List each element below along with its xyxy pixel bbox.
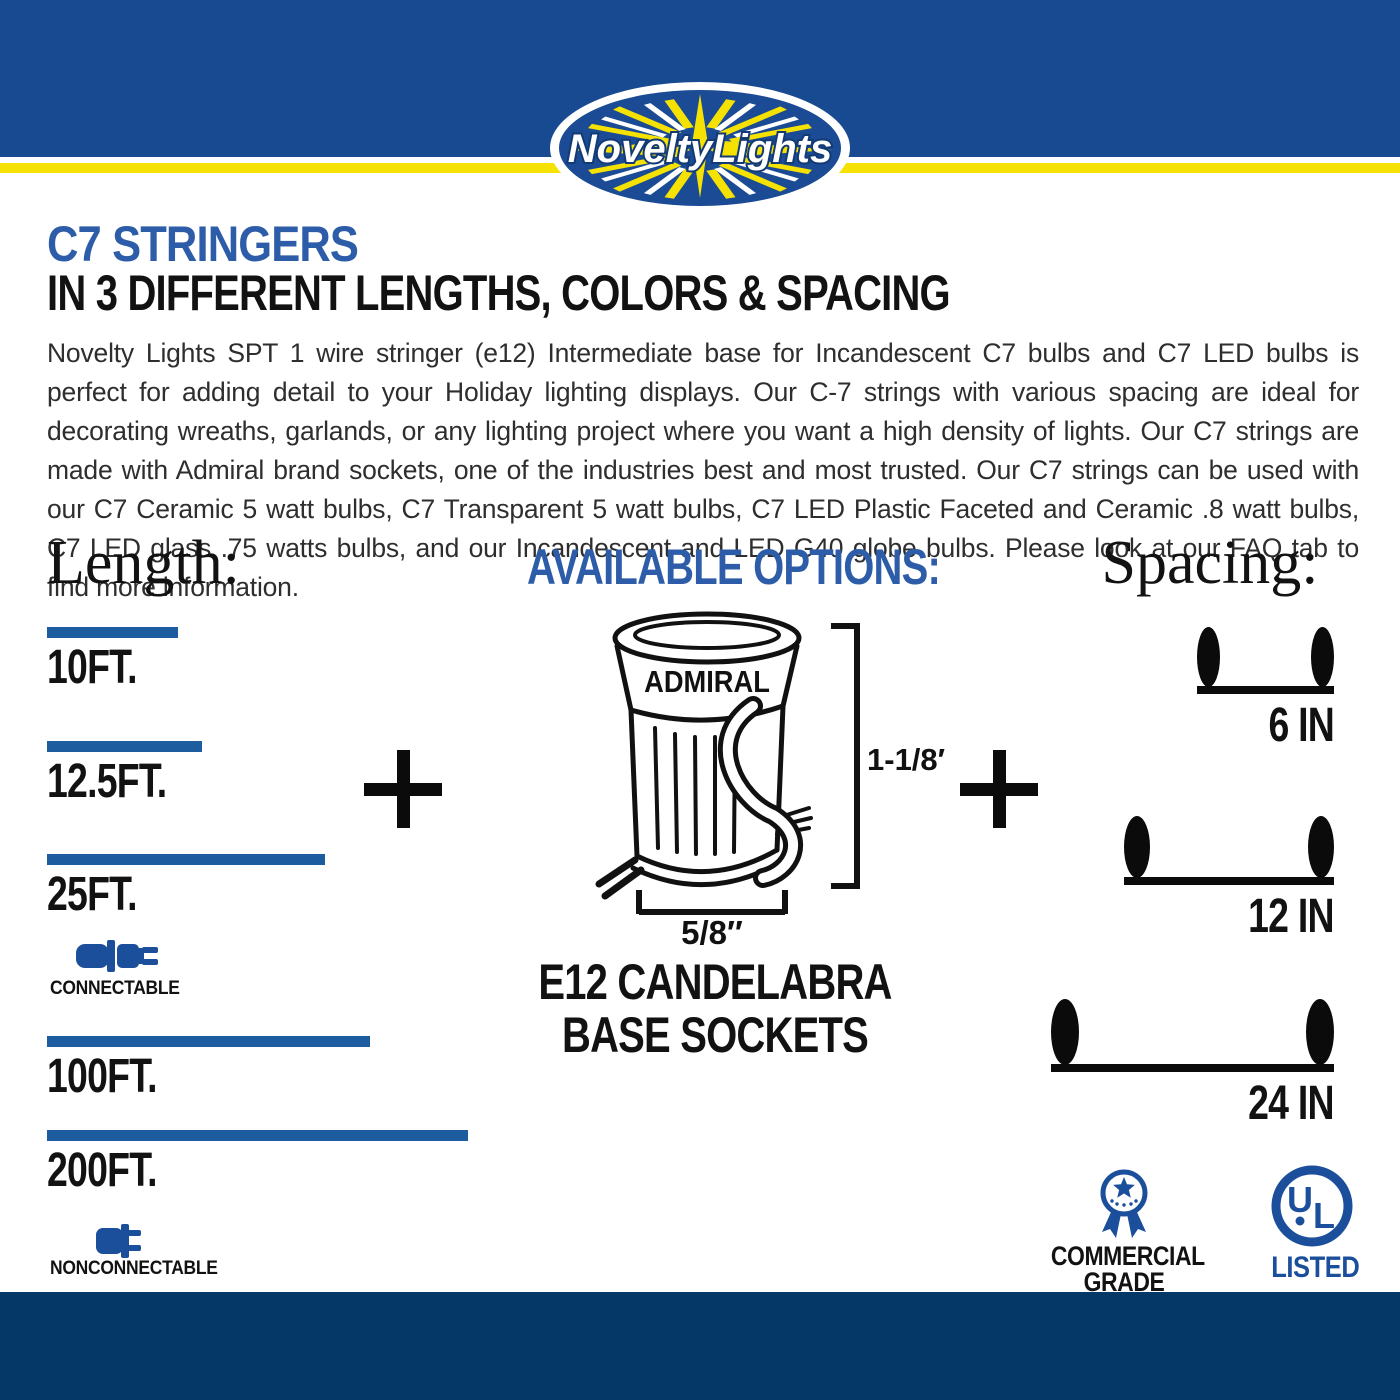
length-item-200ft: 200FT.: [47, 1130, 477, 1200]
commercial-grade-line1: COMMERCIAL: [1050, 1241, 1205, 1271]
ul-letter-l: L: [1313, 1195, 1335, 1236]
wire-line: [1124, 877, 1334, 885]
socket-caption-line1: E12 CANDELABRA: [538, 954, 892, 1010]
ul-letter-u: U: [1287, 1179, 1313, 1220]
bulb-icon: [1197, 627, 1220, 687]
spacing-label: 6 IN: [1268, 699, 1334, 752]
connectable-label: CONNECTABLE: [50, 978, 180, 999]
ul-logo-icon: U L: [1270, 1164, 1354, 1248]
socket-caption-line2: BASE SOCKETS: [561, 1007, 869, 1063]
bulb-icon: [1306, 999, 1334, 1065]
spacing-heading: Spacing:: [1101, 529, 1319, 597]
commercial-grade-medal-icon: [1092, 1166, 1156, 1244]
length-item-12-5ft: 12.5FT.: [47, 741, 477, 811]
ul-listed-label: LISTED: [1271, 1251, 1360, 1284]
logo-brand-text: NoveltyLights: [568, 127, 832, 171]
connectable-plug-icon: [74, 938, 164, 974]
length-item-10ft: 10FT.: [47, 627, 477, 697]
length-heading: Length:: [47, 529, 240, 597]
admiral-socket-diagram: ADMIRAL 1-1/8″ 5/8″: [595, 608, 953, 951]
bulb-icon: [1311, 627, 1334, 687]
length-item-100ft: 100FT.: [47, 1036, 477, 1106]
starburst-logo-icon: NoveltyLights: [550, 82, 850, 214]
wire-line: [1051, 1064, 1334, 1072]
length-label: 100FT.: [47, 1050, 158, 1103]
footer-bar: [0, 1292, 1400, 1400]
page-title: C7 STRINGERS: [47, 216, 359, 272]
socket-brand-text: ADMIRAL: [644, 665, 770, 699]
spacing-label: 12 IN: [1248, 890, 1334, 943]
nonconnectable-label: NONCONNECTABLE: [50, 1258, 218, 1279]
spacing-diagram-24in: 24 IN: [1051, 998, 1335, 1130]
socket-caption: E12 CANDELABRA BASE SOCKETS: [527, 956, 903, 1062]
length-bar: [47, 741, 202, 752]
length-bar: [47, 854, 325, 865]
bulb-icon: [1051, 999, 1079, 1065]
nonconnectable-plug-icon: [96, 1218, 144, 1260]
spacing-diagram-12in: 12 IN: [1124, 815, 1335, 943]
spacing-label: 24 IN: [1248, 1077, 1334, 1130]
plus-icon: [364, 750, 442, 828]
length-item-25ft: 25FT.: [47, 854, 477, 924]
novelty-lights-logo: NoveltyLights: [548, 78, 852, 218]
bulb-icon: [1308, 816, 1334, 878]
length-bar: [47, 1036, 370, 1047]
wire-line: [1197, 686, 1334, 694]
length-label: 25FT.: [47, 868, 138, 921]
width-dimension-label: 5/8″: [681, 914, 743, 946]
length-bar: [47, 1130, 468, 1141]
length-bar: [47, 627, 178, 638]
bulb-icon: [1124, 816, 1150, 878]
product-description: Novelty Lights SPT 1 wire stringer (e12)…: [47, 338, 1359, 602]
commercial-grade-line2: GRADE: [1083, 1267, 1165, 1297]
length-label: 200FT.: [47, 1144, 158, 1197]
page-subtitle: IN 3 DIFFERENT LENGTHS, COLORS & SPACING: [47, 265, 951, 321]
options-heading: AVAILABLE OPTIONS:: [527, 539, 941, 595]
length-label: 10FT.: [47, 641, 138, 694]
plus-icon: [960, 750, 1038, 828]
spacing-diagram-6in: 6 IN: [1197, 626, 1335, 752]
length-label: 12.5FT.: [47, 755, 167, 808]
commercial-grade-label: COMMERCIAL GRADE: [1050, 1241, 1205, 1297]
height-dimension-label: 1-1/8″: [867, 742, 945, 777]
